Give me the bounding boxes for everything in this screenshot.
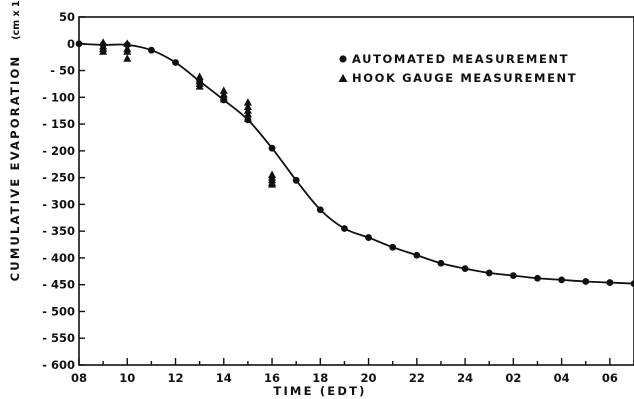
y-tick-label: - 100 [42,90,75,104]
hook-gauge-data-point [99,47,108,55]
automated-data-point [558,276,566,284]
x-tick-label: 16 [264,371,280,385]
automated-data-point [196,77,204,85]
y-tick-label: - 600 [42,358,75,372]
x-tick-label: 06 [602,371,618,385]
automated-data-point [341,225,348,232]
automated-data-point [582,278,590,285]
automated-data-point [509,272,517,279]
y-tick-label: - 500 [42,304,75,318]
y-tick-label: - 150 [42,117,75,131]
automated-data-point [413,251,421,259]
automated-data-point [316,206,324,214]
y-tick-label: - 300 [42,197,75,211]
y-tick-label: - 550 [42,331,75,345]
y-tick-label: 0 [67,37,75,51]
x-axis-title: TIME (EDT) [273,384,366,398]
y-axis: 50 0 - 50 - 100 - 150 - 200 - 250 - 300 - 350 - 4… [42,10,85,372]
y-axis-title-group: CUMULATIVE EVAPORATION (cm x 10⁻³) [8,0,22,281]
x-tick-label: 12 [168,371,184,385]
automated-data-point [172,59,179,66]
legend-entry-hook-gauge: HOOK GAUGE MEASUREMENT [352,71,577,85]
x-tick-label: 22 [409,371,425,385]
automated-data-point [99,41,107,49]
automated-data-point [268,144,276,152]
legend-entry-automated: AUTOMATED MEASUREMENT [352,52,569,66]
hook-gauge-data-point [195,82,204,90]
automated-data-point [75,40,83,48]
x-axis: 08 10 12 14 16 18 20 22 24 02 04 06 [71,358,634,385]
x-tick-label: 02 [505,371,521,385]
legend-circle-marker [339,55,347,63]
x-tick-label: 14 [216,371,232,385]
automated-data-point [147,46,155,54]
automated-data-point [606,279,614,286]
automated-data-point [123,41,131,49]
x-tick-label: 10 [119,371,135,385]
legend-triangle-marker [338,74,348,82]
automated-data-point [220,96,228,104]
hook-gauge-data-point [243,98,252,106]
y-tick-label: - 200 [42,144,75,158]
y-tick-label: - 250 [42,171,75,185]
automated-data-point [244,116,252,124]
x-tick-label: 04 [554,371,570,385]
hook-gauge-series [99,38,277,188]
hook-gauge-data-point [195,72,204,80]
hook-gauge-data-point [268,180,277,188]
automated-data-point [485,269,493,277]
y-axis-title: CUMULATIVE EVAPORATION [8,55,22,282]
y-tick-label: 50 [59,10,75,24]
plot-frame [78,16,634,366]
automated-data-point [437,259,445,267]
automated-data-point [630,280,634,288]
x-tick-label: 08 [71,371,87,385]
automated-data-point [534,274,541,282]
y-tick-label: - 400 [42,251,75,265]
x-tick-label: 24 [457,371,473,385]
y-tick-label: - 50 [50,64,75,78]
automated-data-point [389,243,397,251]
hook-gauge-data-point [243,109,252,118]
automated-series [75,40,634,288]
y-tick-label: - 450 [42,278,75,292]
automated-data-point [461,265,469,273]
legend: AUTOMATED MEASUREMENT HOOK GAUGE MEASURE… [338,52,577,85]
hook-gauge-data-point [123,54,132,62]
y-tick-label: - 350 [42,224,75,238]
x-tick-label: 18 [312,371,328,385]
automated-data-point [292,176,300,184]
x-tick-label: 20 [361,371,377,385]
y-axis-unit: (cm x 10⁻³) [11,0,22,40]
hook-gauge-data-point [123,47,132,55]
automated-data-point [365,234,372,241]
